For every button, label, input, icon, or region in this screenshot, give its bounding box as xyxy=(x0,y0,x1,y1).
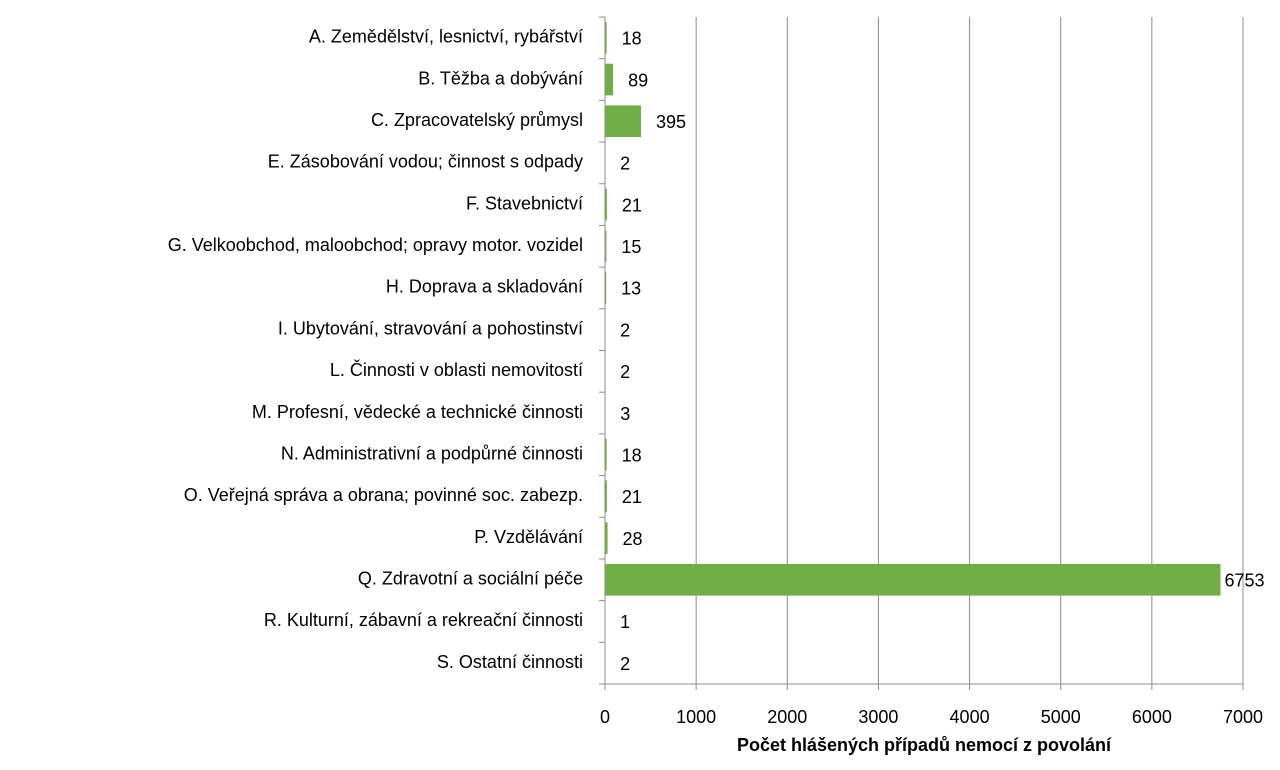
y-tick-label: N. Administrativní a podpůrné činnosti xyxy=(281,443,583,463)
y-tick-label: R. Kulturní, zábavní a rekreační činnost… xyxy=(264,610,583,630)
y-tick-label: S. Ostatní činnosti xyxy=(437,652,583,672)
bar xyxy=(605,439,607,471)
data-label: 2 xyxy=(620,154,630,174)
data-label: 13 xyxy=(621,279,641,299)
data-label: 1 xyxy=(620,612,630,632)
data-label: 28 xyxy=(623,529,643,549)
y-tick-label: F. Stavebnictví xyxy=(466,193,583,213)
y-tick-label: G. Velkoobchod, maloobchod; opravy motor… xyxy=(168,235,583,255)
x-tick-label: 6000 xyxy=(1132,707,1172,727)
y-tick-label: M. Profesní, vědecké a technické činnost… xyxy=(252,402,583,422)
data-label: 21 xyxy=(622,487,642,507)
data-label: 18 xyxy=(622,29,642,49)
y-tick-label: H. Doprava a skladování xyxy=(386,277,583,297)
bar xyxy=(605,522,608,554)
bar xyxy=(605,272,606,304)
data-label: 3 xyxy=(620,404,630,424)
y-tick-label: E. Zásobování vodou; činnost s odpady xyxy=(268,152,583,172)
y-tick-label: O. Veřejná správa a obrana; povinné soc.… xyxy=(184,485,583,505)
bar xyxy=(605,105,641,137)
bar xyxy=(605,564,1220,596)
x-tick-label: 5000 xyxy=(1041,707,1081,727)
x-tick-label: 1000 xyxy=(676,707,716,727)
y-tick-label: Q. Zdravotní a sociální péče xyxy=(358,569,583,589)
y-tick-label: A. Zemědělství, lesnictví, rybářství xyxy=(309,27,583,47)
data-label: 89 xyxy=(628,70,648,90)
y-tick-label: L. Činnosti v oblasti nemovitostí xyxy=(330,359,583,380)
data-label: 395 xyxy=(656,112,686,132)
x-tick-label: 0 xyxy=(600,707,610,727)
data-label: 18 xyxy=(622,445,642,465)
y-tick-label: C. Zpracovatelský průmysl xyxy=(371,110,583,130)
y-tick-label: P. Vzdělávání xyxy=(474,527,583,547)
x-tick-label: 4000 xyxy=(950,707,990,727)
data-label: 6753 xyxy=(1224,571,1264,591)
x-tick-label: 7000 xyxy=(1223,707,1263,727)
bar xyxy=(605,189,607,221)
bar xyxy=(605,22,607,54)
x-axis-title: Počet hlášených případů nemocí z povolán… xyxy=(737,735,1112,755)
data-label: 15 xyxy=(621,237,641,257)
data-label: 2 xyxy=(620,362,630,382)
x-tick-label: 3000 xyxy=(858,707,898,727)
y-tick-label: I. Ubytování, stravování a pohostinství xyxy=(278,318,583,338)
data-label: 2 xyxy=(620,320,630,340)
y-tick-label: B. Těžba a dobývání xyxy=(418,68,583,88)
data-label: 21 xyxy=(622,195,642,215)
x-tick-label: 2000 xyxy=(767,707,807,727)
bar xyxy=(605,230,606,262)
bar xyxy=(605,64,613,96)
data-label: 2 xyxy=(620,654,630,674)
bar xyxy=(605,481,607,513)
